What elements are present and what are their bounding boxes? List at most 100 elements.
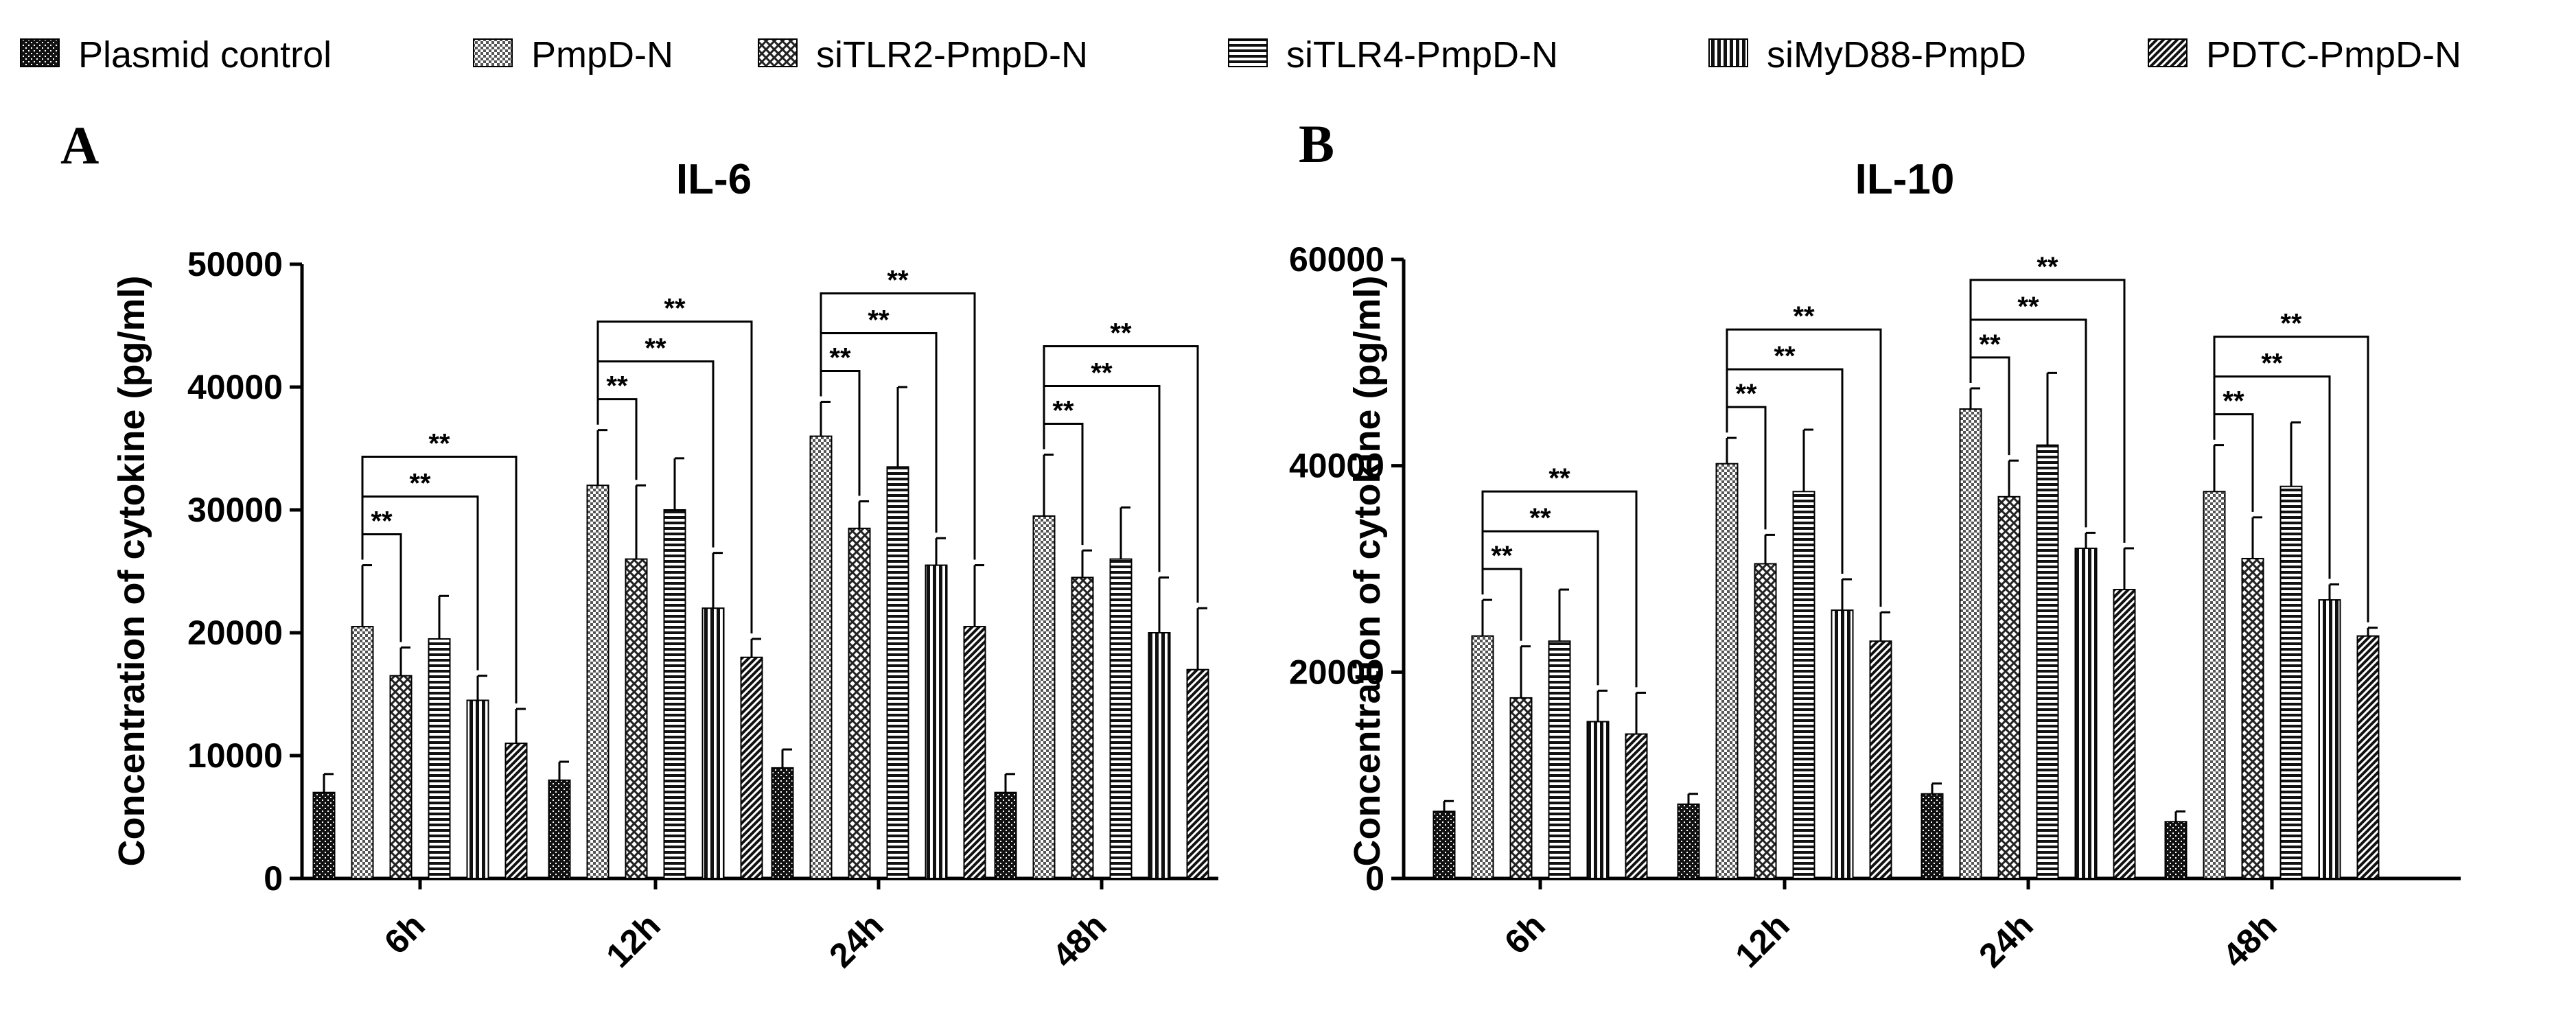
- bar-pmpd-n-24h: [809, 435, 833, 879]
- y-tick-label: 30000: [187, 491, 283, 529]
- significance-bracket: [361, 456, 518, 703]
- y-axis-label: Concentration of cytokine (pg/ml): [111, 275, 152, 866]
- x-tick-label-6h: 6h: [1497, 906, 1553, 961]
- chart-il6: IL-6 Concentration of cytokine (pg/ml) 0 10…: [111, 156, 1218, 975]
- significance-label: **: [2261, 349, 2283, 379]
- y-tick-label: 0: [1365, 859, 1384, 898]
- significance-bracket: [820, 292, 976, 560]
- bar-sitlr4-pmpd-n-6h: [1548, 640, 1571, 879]
- chart-title: IL-10: [1855, 156, 1955, 203]
- significance-label: **: [1491, 541, 1513, 571]
- bar-plasmid-control-12h: [1677, 803, 1700, 880]
- legend-label-sitlr2-pmpd-n: siTLR2-PmpD-N: [816, 34, 1088, 75]
- y-tick-label: 60000: [1289, 240, 1384, 279]
- bar-pdtc-pmpd-n-48h: [2356, 635, 2380, 879]
- panel-letter-b: B: [1299, 114, 1334, 174]
- bar-pdtc-pmpd-n-24h: [963, 626, 986, 879]
- x-tick-label-48h: 48h: [2215, 906, 2284, 975]
- significance-label: **: [1052, 395, 1074, 425]
- significance-bracket: [1481, 568, 1522, 641]
- y-axis-label: Concentration of cytokine (pg/ml): [1347, 275, 1388, 866]
- bar-plasmid-control-24h: [1921, 793, 1944, 880]
- significance-label: **: [428, 429, 450, 459]
- significance-label: **: [1529, 503, 1551, 533]
- bar-plasmid-control-6h: [1432, 811, 1456, 879]
- bar-pmpd-n-48h: [1032, 515, 1056, 879]
- panel-letter-a: A: [60, 115, 99, 175]
- significance-bracket: [1726, 328, 1882, 607]
- bar-simyd88-pmpd-6h: [1586, 721, 1610, 879]
- bar-pmpd-n-12h: [1715, 463, 1739, 879]
- significance-label: **: [1793, 301, 1815, 331]
- y-tick-label: 20000: [187, 614, 283, 652]
- significance-label: **: [2037, 252, 2058, 282]
- x-tick-label-24h: 24h: [1971, 906, 2041, 975]
- bar-pdtc-pmpd-n-12h: [1869, 640, 1892, 879]
- significance-label: **: [1091, 358, 1113, 388]
- significance-bracket: [361, 533, 402, 642]
- bar-plasmid-control-48h: [994, 791, 1017, 879]
- bar-sitlr4-pmpd-n-48h: [2279, 485, 2303, 879]
- significance-bracket: [2213, 336, 2369, 622]
- bar-sitlr2-pmpd-n-12h: [625, 558, 648, 879]
- bar-sitlr2-pmpd-n-6h: [1509, 697, 1533, 880]
- bar-pmpd-n-48h: [2203, 491, 2226, 879]
- legend-swatch-pdtc-pmpd-n: [2148, 38, 2188, 67]
- legend-label-pdtc-pmpd-n: PDTC-PmpD-N: [2206, 34, 2461, 75]
- bar-sitlr2-pmpd-n-24h: [848, 527, 871, 879]
- bar-simyd88-pmpd-24h: [925, 564, 948, 879]
- bar-pdtc-pmpd-n-12h: [740, 656, 763, 879]
- legend-label-pmpd-n: PmpD-N: [531, 34, 673, 75]
- bar-sitlr4-pmpd-n-24h: [2036, 444, 2059, 879]
- significance-label: **: [1548, 463, 1570, 493]
- x-tick-label-6h: 6h: [377, 906, 432, 961]
- significance-label: **: [829, 342, 851, 373]
- bar-plasmid-control-48h: [2164, 821, 2188, 879]
- bar-pdtc-pmpd-n-24h: [2113, 589, 2136, 879]
- bar-pdtc-pmpd-n-48h: [1186, 668, 1209, 879]
- y-tick-label: 0: [264, 859, 283, 898]
- x-tick-label-12h: 12h: [599, 906, 668, 975]
- significance-bracket: [1969, 279, 2126, 543]
- bar-simyd88-pmpd-48h: [1148, 632, 1171, 879]
- y-tick-label: 20000: [1289, 653, 1384, 691]
- significance-label: **: [664, 294, 686, 324]
- x-tick-label-24h: 24h: [822, 906, 891, 975]
- legend-swatch-sitlr4-pmpd-n: [1228, 38, 1268, 67]
- y-tick-label: 40000: [1289, 447, 1384, 485]
- legend-swatch-sitlr2-pmpd-n: [758, 38, 798, 67]
- x-tick-label-48h: 48h: [1045, 906, 1114, 975]
- bar-sitlr2-pmpd-n-12h: [1754, 563, 1777, 879]
- bar-sitlr4-pmpd-n-48h: [1109, 558, 1133, 879]
- bar-sitlr4-pmpd-n-12h: [1792, 491, 1815, 879]
- bar-sitlr4-pmpd-n-12h: [663, 509, 686, 879]
- significance-label: **: [2280, 309, 2302, 339]
- bar-plasmid-control-24h: [771, 767, 794, 880]
- y-tick-label: 50000: [187, 245, 283, 283]
- bar-pmpd-n-6h: [1471, 635, 1494, 879]
- significance-bracket: [596, 320, 753, 633]
- bar-sitlr2-pmpd-n-48h: [1071, 576, 1094, 879]
- bar-pmpd-n-6h: [351, 626, 374, 879]
- legend-swatch-pmpd-n: [473, 38, 513, 67]
- bar-simyd88-pmpd-12h: [701, 607, 725, 879]
- chart-il10: IL-10 Concentration of cytokine (pg/ml)0 2…: [1289, 156, 2461, 975]
- bar-sitlr4-pmpd-n-24h: [886, 466, 909, 879]
- bar-pdtc-pmpd-n-6h: [1625, 733, 1648, 879]
- significance-label: **: [2017, 292, 2039, 322]
- bar-simyd88-pmpd-12h: [1831, 609, 1854, 880]
- significance-label: **: [1774, 341, 1796, 371]
- y-tick-label: 40000: [187, 368, 283, 406]
- significance-label: **: [2223, 386, 2244, 417]
- significance-label: **: [1110, 318, 1132, 348]
- significance-label: **: [1735, 379, 1757, 409]
- significance-label: **: [409, 469, 431, 499]
- bar-pmpd-n-12h: [586, 485, 610, 879]
- bar-sitlr2-pmpd-n-48h: [2241, 557, 2264, 879]
- legend-swatch-plasmid-control: [20, 38, 60, 67]
- bar-pdtc-pmpd-n-6h: [504, 743, 528, 879]
- legend: Plasmid control PmpD-N siTLR2-PmpD-N siTLR4…: [20, 34, 2461, 75]
- legend-swatch-simyd88-pmpd: [1708, 38, 1748, 67]
- bar-sitlr2-pmpd-n-24h: [1997, 495, 2021, 879]
